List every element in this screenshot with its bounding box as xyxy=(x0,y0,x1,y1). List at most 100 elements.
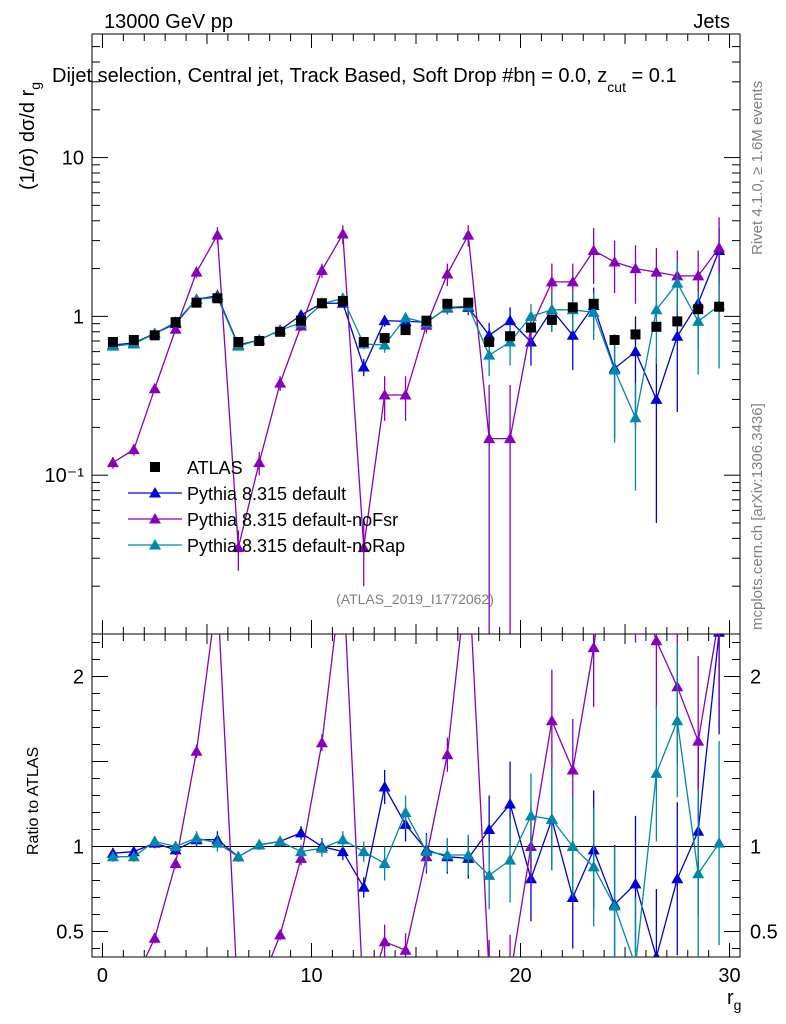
data-point xyxy=(483,349,496,360)
ratio-line xyxy=(112,634,720,957)
ratio-point xyxy=(713,611,725,622)
ratio-point xyxy=(315,842,328,853)
ratio-point xyxy=(148,932,161,943)
x-tick-label: 30 xyxy=(718,965,740,987)
data-point xyxy=(545,303,558,315)
ratio-point xyxy=(441,849,454,860)
ratio-point xyxy=(524,809,537,821)
legend-marker xyxy=(149,487,161,498)
ratio-point xyxy=(190,745,203,756)
data-point xyxy=(714,301,725,312)
header-right: Jets xyxy=(693,11,730,33)
series-line xyxy=(112,281,720,420)
data-point xyxy=(127,443,140,455)
y-axis-label-ratio: Ratio to ATLAS xyxy=(25,747,42,855)
ratio-point xyxy=(441,748,454,760)
ratio-point xyxy=(587,641,600,653)
ratio-point xyxy=(315,736,328,748)
data-point xyxy=(275,326,286,337)
ratio-point xyxy=(504,798,517,809)
data-point xyxy=(170,317,181,328)
legend-label: Pythia 8.315 default xyxy=(187,484,346,504)
ratio-point xyxy=(190,832,203,843)
data-point xyxy=(693,304,704,315)
ratio-point xyxy=(566,840,579,851)
data-point xyxy=(190,266,203,277)
legend-marker xyxy=(150,462,160,472)
ratio-point xyxy=(378,935,391,947)
ratio-point xyxy=(545,813,558,824)
ratio-point xyxy=(650,767,663,778)
data-point xyxy=(336,228,349,239)
ratio-point xyxy=(295,845,308,857)
legend-marker xyxy=(149,539,161,550)
data-point xyxy=(483,432,496,444)
legend: ATLAS Pythia 8.315 default Pythia 8.315 de… xyxy=(128,458,405,556)
data-point xyxy=(651,321,662,332)
data-point xyxy=(421,315,432,326)
ratio-point xyxy=(399,944,412,955)
data-point xyxy=(650,393,663,404)
legend-label: ATLAS xyxy=(187,458,243,478)
ratio-point xyxy=(336,845,349,857)
y-tick-label: 1 xyxy=(73,837,84,859)
data-point xyxy=(357,541,370,553)
ratio-point xyxy=(274,835,287,846)
data-point xyxy=(567,302,578,313)
data-point xyxy=(378,339,391,350)
data-point xyxy=(587,244,600,255)
ratio-point xyxy=(337,562,349,573)
data-point xyxy=(463,297,474,308)
data-point xyxy=(296,315,307,326)
data-point xyxy=(629,411,642,423)
ratio-point xyxy=(107,982,119,993)
ratio-point xyxy=(253,982,265,993)
y-tick-label: 1 xyxy=(73,306,84,328)
legend-entry: ATLAS xyxy=(150,458,243,478)
data-point xyxy=(149,330,160,341)
ratio-point xyxy=(483,869,496,880)
data-point xyxy=(191,297,202,308)
data-point xyxy=(315,264,328,275)
data-point xyxy=(650,303,663,315)
data-point xyxy=(524,310,537,321)
data-point xyxy=(337,295,348,306)
data-point xyxy=(442,298,453,309)
y-tick-label: 10⁻¹ xyxy=(45,465,85,487)
ratio-point xyxy=(106,850,119,862)
data-point xyxy=(441,267,454,279)
legend-entry: Pythia 8.315 default xyxy=(128,484,346,504)
data-point xyxy=(107,336,118,347)
ratio-line xyxy=(112,718,720,957)
title-zcut-val: = 0.1 xyxy=(626,65,677,87)
data-point xyxy=(671,277,684,288)
data-point xyxy=(608,256,621,267)
ratio-point xyxy=(609,484,621,495)
ratio-point xyxy=(399,806,412,817)
ratio-point xyxy=(128,977,140,988)
main-data xyxy=(106,217,726,634)
data-point xyxy=(692,269,705,281)
ratio-point xyxy=(483,968,495,979)
ratio-point xyxy=(358,1002,370,1013)
data-point xyxy=(505,331,516,342)
data-point xyxy=(484,336,495,347)
plot-title: Dijet selection, Central jet, Track Base… xyxy=(52,65,677,95)
ratio-pythia-8-315-default-norap xyxy=(106,644,726,957)
data-point xyxy=(254,335,265,346)
x-axis-label: rg xyxy=(727,987,741,1013)
data-point xyxy=(358,336,369,347)
title-beta: η = 0.0, z xyxy=(524,65,607,87)
data-point xyxy=(546,314,557,325)
data-point xyxy=(630,329,641,340)
data-point xyxy=(106,456,119,468)
ratio-point xyxy=(587,860,600,872)
data-point xyxy=(379,333,390,344)
data-point xyxy=(128,335,139,346)
data-point xyxy=(400,325,411,336)
ratio-point xyxy=(566,764,579,775)
ratio-point xyxy=(650,634,663,646)
ratio-point xyxy=(608,900,621,911)
ratio-point xyxy=(420,845,433,857)
ratio-point xyxy=(148,835,161,846)
